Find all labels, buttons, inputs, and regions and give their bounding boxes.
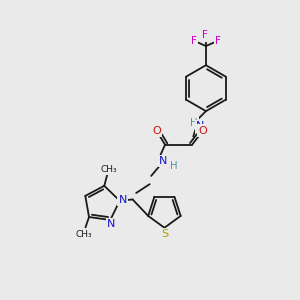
Text: N: N <box>107 219 116 229</box>
Text: H: H <box>170 161 178 172</box>
Text: O: O <box>152 126 161 136</box>
Text: F: F <box>202 31 208 40</box>
Text: F: F <box>215 36 221 46</box>
Text: H: H <box>190 118 198 128</box>
Text: CH₃: CH₃ <box>101 165 117 174</box>
Text: N: N <box>196 122 205 131</box>
Text: CH₃: CH₃ <box>75 230 92 239</box>
Text: N: N <box>118 195 127 205</box>
Text: O: O <box>198 126 207 136</box>
Text: F: F <box>190 36 196 46</box>
Text: S: S <box>161 229 168 239</box>
Text: N: N <box>159 156 167 166</box>
